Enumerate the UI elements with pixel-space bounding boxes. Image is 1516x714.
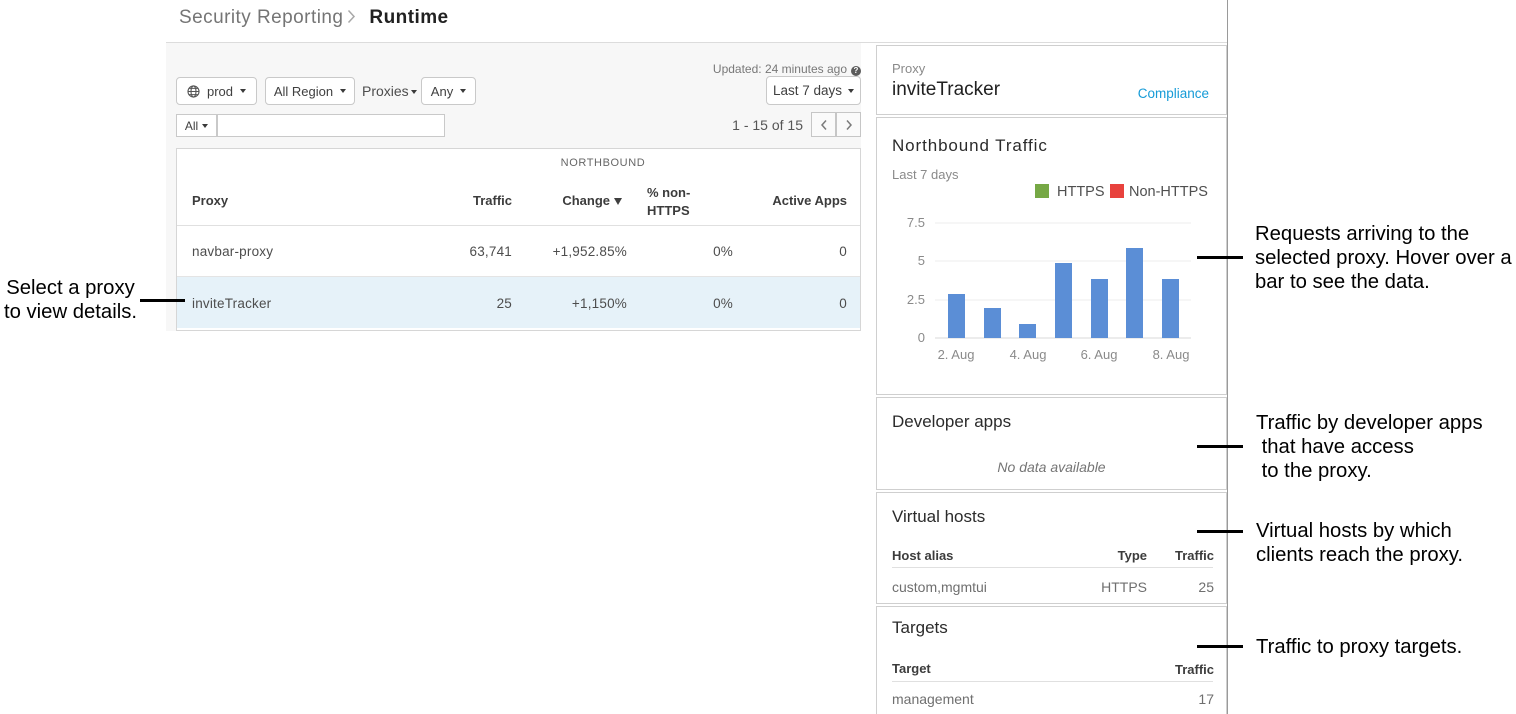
svg-text:4. Aug: 4. Aug (1010, 347, 1047, 362)
svg-text:2.5: 2.5 (907, 292, 925, 307)
svg-text:8. Aug: 8. Aug (1153, 347, 1190, 362)
svg-text:2. Aug: 2. Aug (938, 347, 975, 362)
svg-text:7.5: 7.5 (907, 215, 925, 230)
svg-text:5: 5 (918, 253, 925, 268)
svg-text:6. Aug: 6. Aug (1081, 347, 1118, 362)
svg-text:0: 0 (918, 330, 925, 345)
